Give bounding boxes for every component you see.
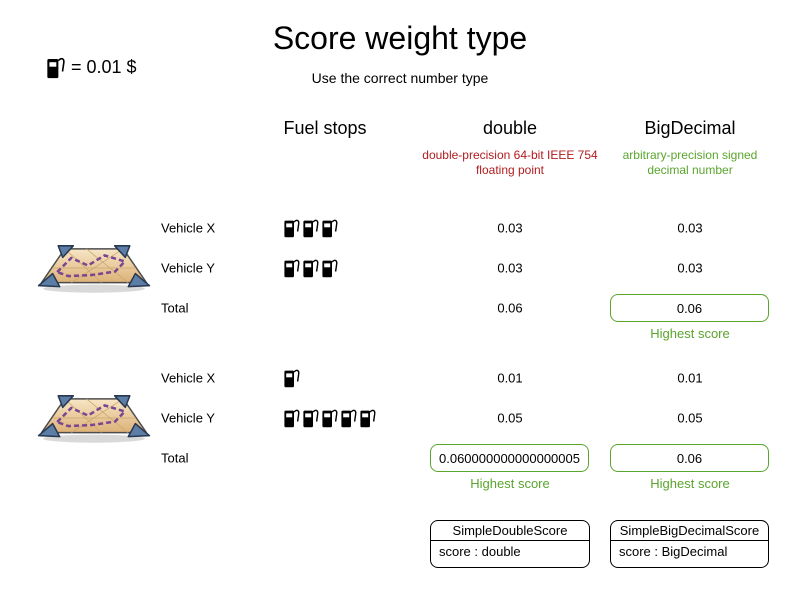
- bigdecimal-type-note: arbitrary-precision signed decimal numbe…: [622, 148, 758, 177]
- bigdecimal-total-scorebox: 0.06: [610, 444, 769, 472]
- fuel-pump-icon: [283, 259, 300, 278]
- fuel-stops-icons: [283, 218, 338, 238]
- double-total-scorebox: 0.060000000000000005: [430, 444, 589, 472]
- double-value: 0.03: [497, 260, 523, 276]
- fuel-stops-icons: [283, 368, 300, 388]
- total-row: Total 0.060000000000000005 0.06: [0, 438, 800, 478]
- fuel-pump-icon: [302, 219, 319, 238]
- bigdecimal-value: 0.05: [677, 410, 703, 426]
- fuel-pump-icon: [321, 259, 338, 278]
- class-attribute: score : BigDecimal: [619, 544, 728, 559]
- fuel-pump-icon: [283, 369, 300, 388]
- double-value: 0.01: [497, 370, 523, 386]
- highest-score-caption: Highest score: [650, 476, 730, 491]
- row-label: Vehicle X: [161, 370, 216, 386]
- class-box-simpledoublescore: SimpleDoubleScore score : double: [430, 520, 590, 568]
- class-name: SimpleBigDecimalScore: [611, 521, 768, 541]
- fuel-cost-legend-text: = 0.01 $: [71, 57, 137, 77]
- double-value: 0.05: [497, 410, 523, 426]
- fuel-stops-icons: [283, 408, 376, 428]
- row-label: Total: [161, 300, 189, 316]
- bigdecimal-value: 0.03: [677, 220, 703, 236]
- table-row: Vehicle Y 0.03 0.03: [0, 248, 800, 288]
- fuel-pump-icon: [321, 219, 338, 238]
- bigdecimal-total-scorebox: 0.06: [610, 294, 769, 322]
- class-name: SimpleDoubleScore: [431, 521, 589, 541]
- page-title: Score weight type: [272, 20, 528, 56]
- fuel-pump-icon: [321, 409, 338, 428]
- table-row: Vehicle X 0.03 0.03: [0, 208, 800, 248]
- fuel-pump-icon: [46, 57, 65, 79]
- highest-score-caption: Highest score: [470, 476, 550, 491]
- fuel-pump-icon: [283, 219, 300, 238]
- bigdecimal-value: 0.03: [677, 260, 703, 276]
- fuel-stops-icons: [283, 258, 338, 278]
- row-label: Vehicle Y: [161, 260, 215, 276]
- highest-score-caption: Highest score: [650, 326, 730, 341]
- fuel-pump-icon: [359, 409, 376, 428]
- total-row: Total 0.06 0.06: [0, 288, 800, 328]
- double-value: 0.03: [497, 220, 523, 236]
- column-header-bigdecimal: BigDecimal: [644, 118, 736, 138]
- class-attribute: score : double: [439, 544, 521, 559]
- row-label: Vehicle X: [161, 220, 216, 236]
- column-header-fuel-stops: Fuel stops: [283, 118, 367, 138]
- double-total-value: 0.06: [497, 300, 523, 316]
- column-header-double: double: [482, 118, 538, 138]
- table-row: Vehicle Y 0.05 0.05: [0, 398, 800, 438]
- bigdecimal-value: 0.01: [677, 370, 703, 386]
- fuel-pump-icon: [302, 259, 319, 278]
- fuel-pump-icon: [283, 409, 300, 428]
- table-row: Vehicle X 0.01 0.01: [0, 358, 800, 398]
- class-box-simplebigdecimalscore: SimpleBigDecimalScore score : BigDecimal: [610, 520, 769, 568]
- row-label: Vehicle Y: [161, 410, 215, 426]
- double-type-note: double-precision 64-bit IEEE 754 floatin…: [422, 148, 598, 177]
- fuel-pump-icon: [340, 409, 357, 428]
- fuel-pump-icon: [302, 409, 319, 428]
- row-label: Total: [161, 450, 189, 466]
- page-subtitle: Use the correct number type: [311, 70, 489, 86]
- fuel-cost-legend: = 0.01 $: [46, 56, 137, 79]
